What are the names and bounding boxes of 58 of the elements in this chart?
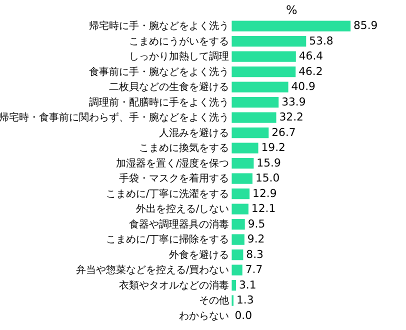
- y-tick-label: 外出を控える/しない: [136, 203, 230, 216]
- data-label: 9.2: [247, 232, 265, 246]
- y-tick-label: こまめに/丁寧に掃除をする: [106, 234, 230, 246]
- y-tick-label: こまめに/丁寧に洗濯をする: [106, 188, 230, 200]
- bar: [232, 234, 244, 245]
- data-label: 9.5: [248, 217, 266, 230]
- bar: [232, 204, 248, 214]
- y-tick-label: 調理前・配膳時に手をよく洗う: [89, 96, 230, 108]
- bar: [232, 173, 252, 184]
- bar: [232, 264, 242, 276]
- bar: [232, 127, 269, 138]
- data-label: 12.1: [251, 202, 276, 216]
- bar: [232, 158, 254, 169]
- y-tick-label: 食事前に手・腕などをよく洗う: [89, 66, 230, 78]
- data-label: 40.9: [291, 80, 316, 94]
- y-tick-label: 衣類やタオルなどの消毒: [119, 279, 230, 292]
- data-label: 12.9: [252, 186, 277, 200]
- data-label: 46.4: [298, 50, 324, 63]
- data-label: 19.2: [261, 141, 286, 154]
- y-tick-label: その他: [199, 294, 230, 307]
- data-label: 46.2: [298, 64, 323, 78]
- y-tick-label: しっかり加熱して調理: [129, 50, 230, 63]
- bar: [232, 112, 276, 123]
- bar: [232, 36, 306, 47]
- data-label: 85.9: [354, 19, 378, 32]
- y-tick-label: 帰宅時に手・腕などをよく洗う: [89, 20, 230, 32]
- data-label: 3.1: [238, 278, 256, 292]
- y-tick-label: 手袋・マスクを着用する: [119, 172, 230, 185]
- y-tick-label: 弁当や惣菜などを控える/買わない: [76, 264, 230, 276]
- y-tick-label: 外食を避ける: [169, 248, 230, 261]
- data-label: 7.7: [245, 263, 263, 276]
- data-label: 26.7: [272, 126, 296, 139]
- y-tick-label: こまめにうがいをする: [129, 36, 230, 48]
- data-label: 15.9: [256, 156, 281, 170]
- data-label: 32.2: [279, 110, 304, 124]
- y-tick-label: わからない: [179, 310, 230, 322]
- bar: [232, 188, 250, 200]
- bar: [232, 51, 296, 62]
- x-axis-title: %: [286, 2, 298, 17]
- bar: [232, 20, 351, 32]
- data-label: 33.9: [282, 95, 306, 108]
- y-tick-label: 二枚貝などの生食を避ける: [109, 81, 230, 94]
- bar: [232, 96, 279, 108]
- bar: [232, 218, 245, 230]
- y-tick-label: 食器や調理器具の消毒: [129, 218, 230, 230]
- bar: [232, 82, 288, 92]
- data-label: 1.3: [236, 294, 254, 307]
- data-label: 53.8: [309, 34, 334, 48]
- y-tick-label: こまめに換気をする: [139, 142, 230, 154]
- bar: [232, 280, 236, 291]
- bar: [232, 249, 244, 260]
- y-tick-label: 人混みを避ける: [159, 126, 230, 139]
- bar: [232, 142, 258, 154]
- data-label: 0.0: [234, 308, 252, 322]
- bar: [232, 66, 296, 78]
- y-tick-label: 加湿器を置く/湿度を保つ: [116, 157, 230, 170]
- data-label: 15.0: [255, 172, 280, 185]
- data-label: 8.3: [246, 248, 264, 261]
